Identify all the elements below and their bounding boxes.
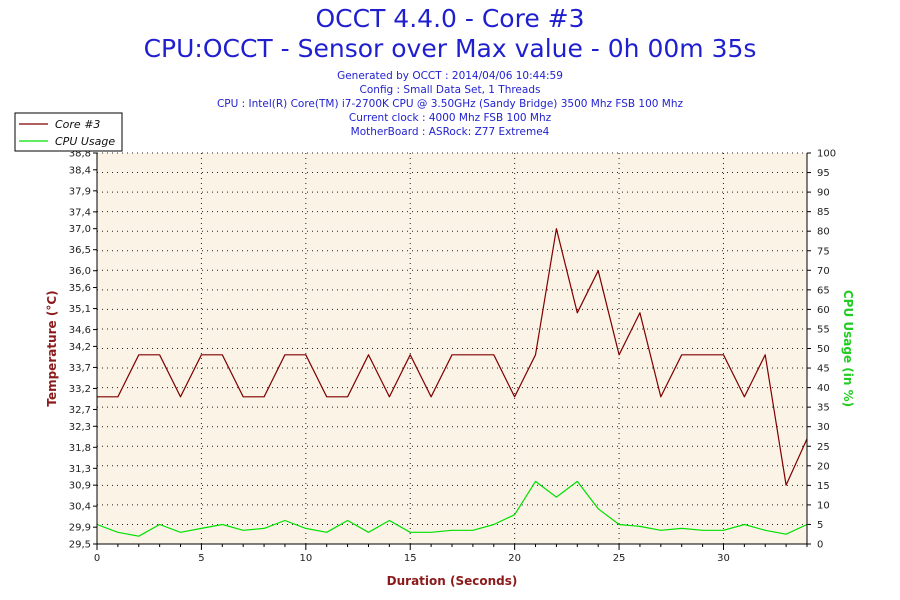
right-tick-label: 65 — [817, 285, 830, 296]
right-tick-label: 20 — [817, 461, 830, 472]
left-tick-label: 33,2 — [69, 384, 91, 395]
x-tick-label: 20 — [508, 553, 521, 564]
left-tick-label: 37,0 — [69, 224, 91, 235]
left-tick-label: 30,9 — [69, 481, 91, 492]
left-tick-label: 37,4 — [69, 207, 91, 218]
left-tick-label: 37,9 — [69, 186, 91, 197]
info-generated: Generated by OCCT : 2014/04/06 10:44:59 — [337, 70, 563, 82]
x-tick-label: 15 — [404, 553, 417, 564]
left-tick-label: 31,3 — [69, 464, 91, 475]
left-tick-label: 38,4 — [69, 165, 91, 176]
right-tick-label: 100 — [817, 149, 836, 160]
left-tick-label: 29,9 — [69, 523, 91, 534]
right-tick-label: 85 — [817, 207, 830, 218]
left-tick-label: 30,4 — [69, 502, 91, 513]
y2-axis-label: CPU Usage (in %) — [841, 290, 855, 407]
left-tick-label: 29,5 — [69, 540, 91, 551]
x-tick-label: 5 — [198, 553, 204, 564]
x-tick-label: 30 — [717, 553, 730, 564]
right-tick-label: 15 — [817, 481, 830, 492]
chart-subtitle: CPU:OCCT - Sensor over Max value - 0h 00… — [143, 34, 757, 63]
left-tick-label: 32,7 — [69, 405, 91, 416]
right-tick-label: 40 — [817, 383, 830, 394]
legend-entry: Core #3 — [55, 118, 100, 131]
right-tick-label: 80 — [817, 227, 830, 238]
right-tick-label: 90 — [817, 188, 830, 199]
left-tick-label: 34,6 — [69, 325, 91, 336]
info-cpu: CPU : Intel(R) Core(TM) i7-2700K CPU @ 3… — [216, 98, 684, 110]
info-config: Config : Small Data Set, 1 Threads — [359, 84, 541, 96]
legend-box — [14, 112, 123, 152]
left-tick-label: 36,5 — [69, 245, 91, 256]
right-tick-label: 50 — [817, 344, 830, 355]
x-tick-label: 0 — [94, 553, 100, 564]
info-motherboard: MotherBoard : ASRock: Z77 Extreme4 — [350, 126, 550, 138]
right-tick-label: 30 — [817, 422, 830, 433]
series-line-temperature — [97, 228, 808, 486]
right-tick-label: 10 — [817, 500, 830, 511]
legend-entry: CPU Usage — [55, 135, 115, 148]
right-tick-label: 5 — [817, 520, 823, 531]
x-axis-label: Duration (Seconds) — [387, 574, 518, 588]
y-axis-label: Temperature (°C) — [45, 290, 59, 406]
right-tick-label: 95 — [817, 168, 830, 179]
x-tick-label: 10 — [299, 553, 312, 564]
right-tick-label: 55 — [817, 324, 830, 335]
left-tick-label: 36,0 — [69, 266, 91, 277]
chart-title: OCCT 4.4.0 - Core #3 — [315, 4, 585, 33]
left-tick-label: 34,2 — [69, 342, 91, 353]
left-tick-label: 38,8 — [69, 149, 91, 160]
left-tick-label: 35,1 — [69, 304, 91, 315]
left-tick-label: 33,7 — [69, 363, 91, 374]
right-tick-label: 75 — [817, 246, 830, 257]
right-tick-label: 0 — [817, 540, 823, 551]
left-tick-label: 35,6 — [69, 283, 91, 294]
right-tick-label: 45 — [817, 364, 830, 375]
right-tick-label: 70 — [817, 266, 830, 277]
series-line-cpu-usage — [96, 480, 808, 537]
right-tick-label: 35 — [817, 403, 830, 414]
left-tick-label: 32,3 — [69, 422, 91, 433]
x-tick-label: 25 — [613, 553, 626, 564]
left-tick-label: 31,8 — [69, 443, 91, 454]
right-tick-label: 60 — [817, 305, 830, 316]
info-clock: Current clock : 4000 Mhz FSB 100 Mhz — [348, 112, 552, 124]
right-tick-label: 25 — [817, 442, 830, 453]
